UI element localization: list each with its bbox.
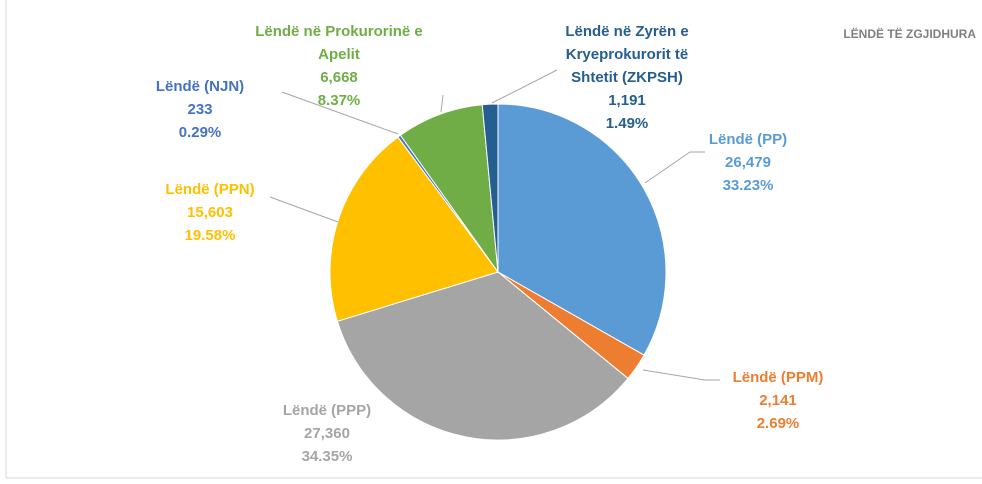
data-label: Lëndë (PPP) 27,360 34.35% <box>247 399 407 468</box>
label-value: 233 <box>187 101 213 118</box>
label-name: Lëndë (PPP) <box>282 402 372 419</box>
label-value: 1,191 <box>608 92 646 109</box>
pie-slice <box>481 103 499 273</box>
label-name: Lëndë (PP) <box>708 131 788 148</box>
pie-slice <box>329 136 499 322</box>
leader-line <box>491 69 558 104</box>
chart-title: LËNDË TË ZGJIDHURA <box>843 27 976 41</box>
leader-line <box>269 196 339 223</box>
label-percent: 19.58% <box>184 227 236 244</box>
label-percent: 34.35% <box>301 448 353 465</box>
label-name: Lëndë (PPM) <box>732 369 824 386</box>
leader-lines <box>269 69 720 381</box>
label-value: 27,360 <box>304 425 350 442</box>
label-percent: 8.37% <box>317 92 361 109</box>
data-label: Lëndë në Prokurorinë e Apelit 6,668 8.37% <box>249 20 429 112</box>
data-label: Lëndë (PPN) 15,603 19.58% <box>140 178 280 247</box>
label-value: 26,479 <box>725 154 771 171</box>
label-value: 15,603 <box>187 204 233 221</box>
label-percent: 2.69% <box>756 415 800 432</box>
label-value: 2,141 <box>759 392 797 409</box>
pie-slice <box>399 104 499 274</box>
data-label: Lëndë (PP) 26,479 33.23% <box>678 128 818 197</box>
label-name: Lëndë në Zyrën e Kryeprokurorit të Shtet… <box>565 23 689 86</box>
label-name: Lëndë në Prokurorinë e Apelit <box>255 23 423 63</box>
data-label: Lëndë në Zyrën e Kryeprokurorit të Shtet… <box>547 20 707 135</box>
leader-line <box>644 151 705 184</box>
label-name: Lëndë (NJN) <box>155 78 245 95</box>
leader-line <box>642 369 720 381</box>
label-percent: 1.49% <box>605 115 649 132</box>
label-name: Lëndë (PPN) <box>165 181 255 198</box>
label-percent: 0.29% <box>178 124 222 141</box>
leader-line <box>440 94 444 113</box>
label-value: 6,668 <box>320 69 358 86</box>
leader-line <box>281 91 399 135</box>
label-percent: 33.23% <box>722 177 774 194</box>
pie-slice <box>497 103 667 356</box>
pie-slice <box>336 271 629 441</box>
data-label: Lëndë (NJN) 233 0.29% <box>130 75 270 144</box>
data-label: Lëndë (PPM) 2,141 2.69% <box>708 366 848 435</box>
